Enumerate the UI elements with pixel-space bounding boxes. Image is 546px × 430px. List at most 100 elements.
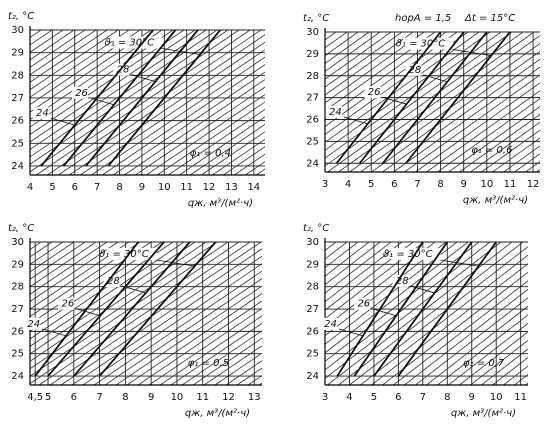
isoline-label: ϑ₁ = 30°C <box>104 37 154 48</box>
x-axis-label: qж, м³/(м²·ч) <box>463 195 528 206</box>
x-tick-label: 4 <box>345 179 351 190</box>
hatch-line <box>225 360 262 385</box>
y-tick-label: 29 <box>11 259 24 270</box>
annotation: φ₁ = 0,7 <box>463 358 505 369</box>
hatch-line <box>360 42 540 172</box>
hatch-line <box>30 30 163 121</box>
hatch-line <box>349 246 528 385</box>
hatch-line <box>503 145 540 172</box>
hatch-line <box>146 93 265 175</box>
leader-line <box>89 97 115 106</box>
hatch-line <box>30 242 174 340</box>
hatch-line <box>514 153 540 172</box>
hatch-line <box>325 32 458 128</box>
y-tick-label: 28 <box>11 70 24 81</box>
y-tick-label: 27 <box>11 304 24 315</box>
hatch-line <box>426 305 528 385</box>
hatch-line <box>126 293 262 385</box>
y-axis-label: t₂, °C <box>303 13 329 24</box>
y-tick-label: 30 <box>11 25 24 36</box>
isoline <box>98 241 217 377</box>
hatch-line <box>30 30 75 61</box>
hatch-line <box>404 74 540 172</box>
isoline <box>73 241 191 377</box>
hatch-line <box>30 242 86 280</box>
x-tick-label: 8 <box>116 182 122 193</box>
x-tick-label: 10 <box>158 182 171 193</box>
isoline <box>373 241 473 377</box>
y-tick-label: 26 <box>11 326 24 337</box>
hatch-line <box>382 58 540 172</box>
hatch-line <box>325 32 469 135</box>
hatch-line <box>30 242 185 347</box>
hatch-line <box>448 322 528 385</box>
x-tick-label: 12 <box>203 182 216 193</box>
hatch-line <box>104 278 262 385</box>
y-tick-label: 25 <box>306 136 319 147</box>
isoline <box>34 241 139 377</box>
y-tick-label: 27 <box>306 304 319 315</box>
hatch-line <box>49 242 262 385</box>
x-tick-label: 10 <box>171 392 184 403</box>
x-tick-label: 3 <box>322 179 328 190</box>
hatch-line <box>325 32 392 80</box>
isoline <box>397 241 497 377</box>
hatch-line <box>325 242 436 328</box>
hatch-line <box>30 30 174 128</box>
annotation: φ₁ = 0,5 <box>188 358 229 369</box>
hatch-line <box>30 242 196 355</box>
hatch-line <box>223 146 265 175</box>
isoline <box>382 31 488 164</box>
leader-line <box>41 328 67 337</box>
x-tick-label: 5 <box>45 392 51 403</box>
hatch-line <box>325 242 392 294</box>
hatch-line <box>325 242 458 345</box>
isoline-label: 24 <box>329 107 342 118</box>
x-tick-label: 10 <box>490 392 503 403</box>
y-tick-label: 28 <box>11 282 24 293</box>
hatch-line <box>137 300 262 385</box>
hatch-line <box>492 137 540 172</box>
hatch-line <box>135 86 265 175</box>
x-tick-label: 11 <box>504 179 517 190</box>
y-tick-label: 26 <box>306 115 319 126</box>
hatch-line <box>30 30 141 106</box>
leader-line <box>410 285 435 294</box>
hatch-line <box>30 242 130 310</box>
leader-line <box>76 308 101 317</box>
x-tick-label: 5 <box>368 179 374 190</box>
hatch-line <box>393 280 528 385</box>
y-tick-label: 29 <box>306 259 319 270</box>
hatch-line <box>212 138 265 175</box>
leader-line <box>50 117 75 126</box>
hatch-line <box>181 330 262 385</box>
y-tick-label: 25 <box>11 138 24 149</box>
x-tick-label: 4 <box>346 392 352 403</box>
leader-line <box>343 116 368 125</box>
x-tick-label: 9 <box>461 179 467 190</box>
x-axis-label: qж, м³/(м²·ч) <box>451 408 516 419</box>
hatch-line <box>325 242 480 362</box>
hatch-line <box>58 34 265 175</box>
annotation: φ₁ = 0,6 <box>471 145 512 156</box>
hatch-line <box>338 242 524 385</box>
hatch-line <box>30 30 240 173</box>
hatch-line <box>525 382 528 385</box>
hatch-line <box>325 32 414 96</box>
y-tick-label: 24 <box>11 371 24 382</box>
leader-line <box>372 308 397 317</box>
x-tick-label: 13 <box>225 182 238 193</box>
y-axis-label: t₂, °C <box>303 223 329 234</box>
isoline <box>353 241 449 377</box>
hatch-line <box>393 66 540 172</box>
hatch-line <box>60 248 262 385</box>
y-tick-label: 25 <box>306 349 319 360</box>
x-tick-label: 5 <box>49 182 55 193</box>
x-tick-label: 14 <box>247 182 260 193</box>
isoline-label: 26 <box>357 299 370 310</box>
label-bg <box>106 248 157 261</box>
hatch-line <box>93 270 262 385</box>
hatch-line <box>30 30 207 150</box>
hatch-line <box>30 30 196 143</box>
